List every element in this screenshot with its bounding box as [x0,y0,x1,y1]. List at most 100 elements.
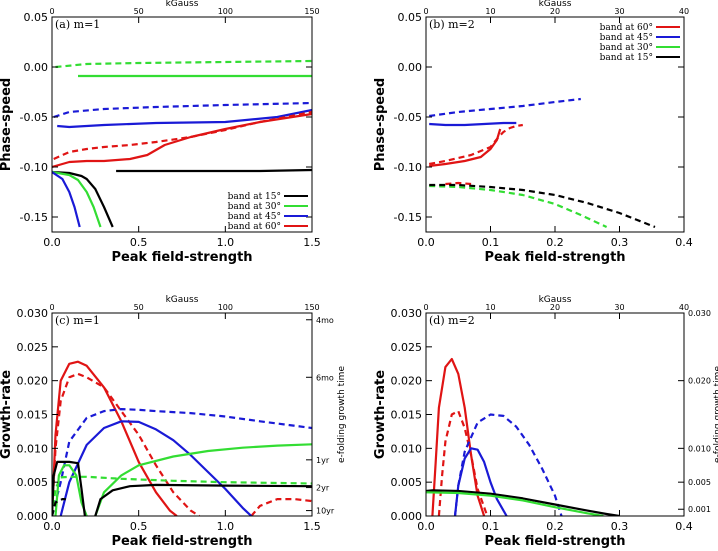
series-line-1 [52,372,200,516]
top-tick-label: 100 [218,7,233,16]
top-tick-label: 20 [550,303,560,312]
y-tick-label: 0.00 [24,61,49,74]
legend-label: band at 60° [600,23,653,33]
series-line-5 [426,491,604,516]
x-tick-label: 0.2 [546,520,564,533]
y-tick-label: 0.010 [391,442,423,455]
y-tick-label: 0.00 [398,61,423,74]
series-group [52,360,312,516]
x-tick-label: 1.0 [217,520,235,533]
top-tick-label: 10 [485,303,495,312]
right-tick-label: 1yr [316,456,330,465]
x-tick-label: 0.4 [675,520,693,533]
x-tick-label: 0.0 [43,236,61,249]
top-tick-label: 40 [679,303,689,312]
y-tick-label: 0.015 [17,409,49,422]
series-group [52,59,312,228]
series-line-4 [445,181,472,186]
x-tick-label: 0.4 [675,236,693,249]
x-axis-label: Peak field-strength [111,534,252,549]
series-line-8 [52,112,312,169]
y-tick-label: -0.10 [394,161,422,174]
y-tick-label: 0.010 [17,442,49,455]
y-tick-label: 0.020 [17,375,49,388]
y-axis-label: Phase-speed [373,78,388,172]
top-tick-label: 10 [485,7,495,16]
right-axis-label: e-folding growth time [713,366,718,463]
panel-b: 0.0 0.1 0.2 0.3 0.4 0 10 20 30 40 kGauss 0.05 0.00 -0… [373,0,693,265]
series-line-3 [428,123,523,166]
top-tick-label: 50 [134,7,144,16]
panel-c: 0.0 0.5 1.0 1.5 0 50 100 150 kGauss 0.000 0.005 0.0… [0,295,347,549]
top-tick-label: 0 [49,303,54,312]
x-tick-label: 0.2 [546,236,564,249]
series-line-3 [453,413,563,516]
y-axis-label: Growth-rate [0,370,14,459]
y-tick-label: 0.025 [17,341,49,354]
panel-label: (b) m=2 [429,18,475,31]
x-tick-label: 1.5 [303,520,321,533]
top-axis-label: kGauss [539,295,572,305]
legend-label: band at 15° [228,192,281,202]
panel-label: (d) m=2 [429,314,475,327]
top-tick-label: 30 [614,7,624,16]
right-tick-label: 6mo [316,373,334,382]
series-line-1 [437,410,489,516]
legend-label: band at 30° [600,43,653,53]
right-tick-label: 0.010 [688,444,711,453]
top-axis-label: kGauss [166,0,199,9]
y-tick-label: -0.05 [394,111,422,124]
legend-label: band at 15° [600,53,653,63]
series-line-4 [52,408,312,516]
x-tick-label: 0.1 [482,520,500,533]
legend-label: band at 30° [228,202,281,212]
y-tick-label: 0.025 [391,341,423,354]
series-group [426,357,620,516]
top-tick-label: 40 [679,7,689,16]
y-tick-label: 0.005 [391,476,423,489]
series-line-7 [52,475,312,516]
x-tick-label: 0.5 [130,236,148,249]
series-line-6 [94,443,312,516]
series-line-9 [94,483,312,516]
series-line-4 [55,59,312,69]
top-tick-label: 0 [49,7,54,16]
right-tick-label: 0.030 [688,309,711,318]
y-axis-label: Growth-rate [373,370,388,459]
top-tick-label: 150 [304,7,319,16]
panel-label: (a) m=1 [55,18,100,31]
y-tick-label: 0.000 [17,510,49,523]
series-line-2 [52,170,102,228]
x-tick-label: 0.0 [417,520,435,533]
x-axis-label: Peak field-strength [111,250,252,265]
y-tick-label: 0.030 [17,307,49,320]
series-line-0 [52,170,114,228]
y-tick-label: -0.15 [394,211,422,224]
x-tick-label: 1.0 [217,236,235,249]
panel-d: 0.0 0.1 0.2 0.3 0.4 0 10 20 30 40 kGauss 0.000 0.005… [373,295,718,549]
y-axis-label: Phase-speed [0,78,14,172]
series-line-7 [53,101,312,119]
x-tick-label: 0.3 [611,520,629,533]
right-tick-label: 4mo [316,316,334,325]
top-tick-label: 100 [218,303,233,312]
panel-label: (c) m=1 [55,314,100,327]
right-tick-label: 0.020 [688,377,711,386]
y-tick-label: -0.10 [20,161,48,174]
top-tick-label: 150 [304,303,319,312]
y-tick-label: -0.05 [20,111,48,124]
x-tick-label: 0.5 [130,520,148,533]
y-tick-label: 0.005 [17,476,49,489]
x-tick-label: 0.3 [611,236,629,249]
series-line-9 [53,110,312,161]
x-tick-label: 0.1 [482,236,500,249]
right-tick-label: 10yr [316,507,335,516]
legend-label: band at 45° [600,33,653,43]
y-tick-label: 0.020 [391,375,423,388]
x-tick-label: 1.5 [303,236,321,249]
x-tick-label: 0.0 [43,520,61,533]
series-line-5 [429,184,608,228]
series-line-1 [116,168,312,173]
top-tick-label: 50 [134,303,144,312]
